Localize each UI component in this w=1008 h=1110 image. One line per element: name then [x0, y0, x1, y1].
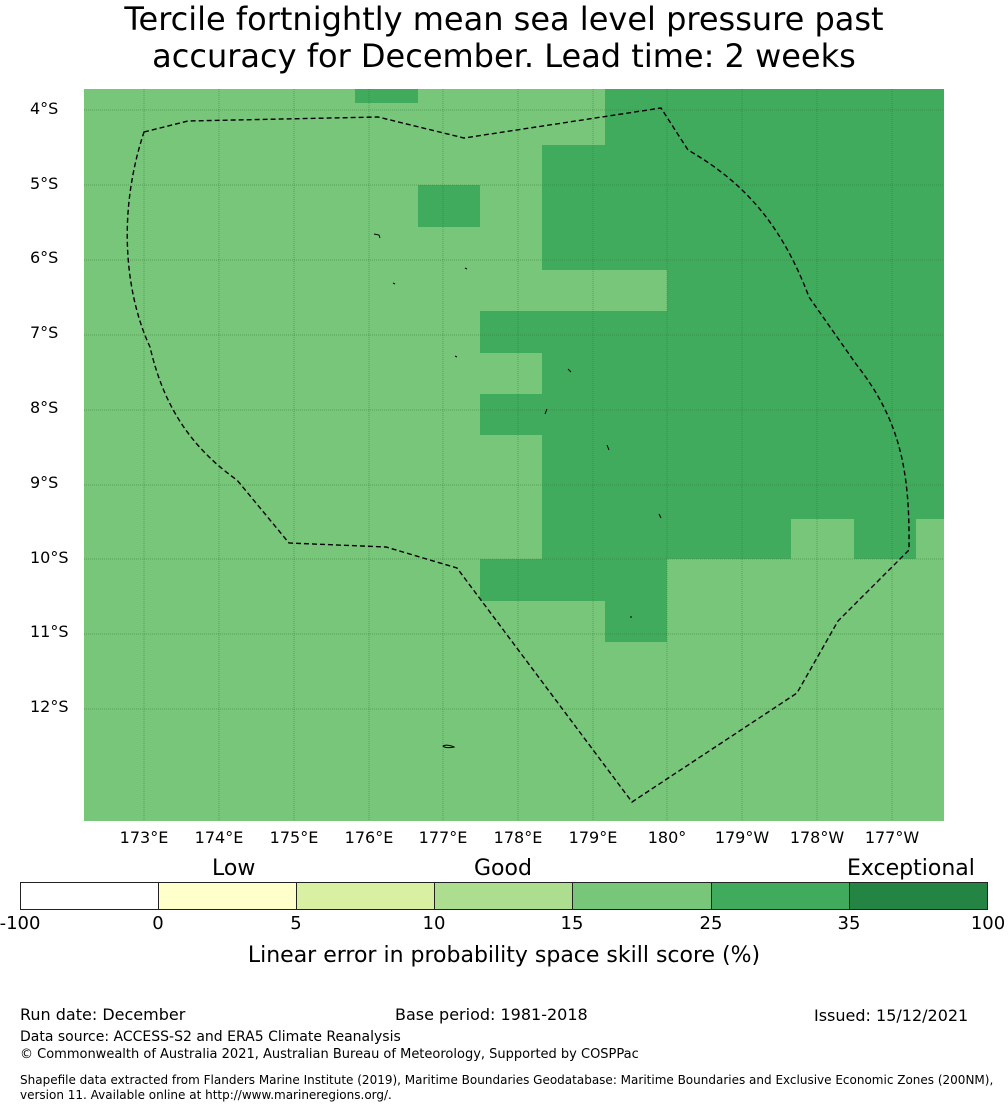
colorbar-segment [711, 882, 850, 910]
category-good: Good [474, 856, 532, 881]
skill-cell [542, 519, 791, 559]
skill-cell [854, 519, 916, 559]
skill-cell [480, 311, 944, 353]
lon-label: 180° [647, 828, 687, 847]
lat-label: 10°S [30, 548, 69, 567]
skill-cell [542, 185, 944, 270]
lon-label: 178°E [493, 828, 543, 847]
skill-score-map [84, 89, 944, 821]
category-low: Low [212, 856, 256, 881]
colorbar-segment [20, 882, 159, 910]
skill-cell [605, 89, 944, 145]
lon-label: 177°W [864, 828, 920, 847]
colorbar-segment [296, 882, 435, 910]
skill-cell [542, 435, 944, 519]
colorbar-tick: 0 [152, 913, 164, 934]
colorbar-tick: 15 [560, 913, 584, 934]
colorbar-label: Linear error in probability space skill … [247, 943, 761, 968]
shapefile-credit-line-2: version 11. Available online at http://w… [20, 1088, 392, 1102]
colorbar-segment [572, 882, 712, 910]
lon-label: 174°E [194, 828, 244, 847]
colorbar-segment [849, 882, 988, 910]
category-exceptional: Exceptional [847, 856, 975, 881]
skill-cell [542, 145, 944, 185]
colorbar-segment [434, 882, 573, 910]
skill-cell [480, 559, 667, 601]
skill-cell [355, 89, 418, 103]
lat-label: 4°S [30, 99, 59, 118]
issued-date: Issued: 15/12/2021 [814, 1006, 969, 1025]
lat-label: 8°S [30, 398, 59, 417]
lon-label: 176°E [344, 828, 394, 847]
islands [373, 233, 662, 749]
lon-label: 177°E [418, 828, 468, 847]
lon-label: 175°E [269, 828, 319, 847]
map-title-line-2: accuracy for December. Lead time: 2 week… [152, 37, 856, 75]
colorbar-tick: 5 [290, 913, 302, 934]
copyright: © Commonwealth of Australia 2021, Austra… [20, 1047, 639, 1062]
colorbar-tick: 10 [422, 913, 446, 934]
lon-label: 179°E [568, 828, 618, 847]
skill-cells [84, 89, 944, 821]
lat-label: 11°S [30, 622, 69, 641]
lat-label: 12°S [30, 697, 69, 716]
colorbar-tick: 100 [970, 913, 1006, 934]
data-source: Data source: ACCESS-S2 and ERA5 Climate … [20, 1029, 401, 1045]
eez-boundary [126, 107, 910, 803]
skill-cell [542, 353, 944, 394]
lat-label: 5°S [30, 174, 59, 193]
skill-cell [667, 270, 944, 311]
base-period: Base period: 1981-2018 [395, 1005, 588, 1024]
colorbar-segment [158, 882, 297, 910]
map-title-line-1: Tercile fortnightly mean sea level press… [124, 0, 884, 38]
skill-cell [418, 185, 480, 227]
lon-label: 178°W [789, 828, 845, 847]
run-date: Run date: December [20, 1005, 186, 1024]
graticule [84, 89, 944, 821]
lat-label: 9°S [30, 473, 59, 492]
colorbar-tick: 25 [699, 913, 723, 934]
colorbar-tick: 35 [837, 913, 861, 934]
lon-label: 173°E [119, 828, 169, 847]
shapefile-credit-line-1: Shapefile data extracted from Flanders M… [20, 1073, 994, 1087]
lat-label: 7°S [30, 323, 59, 342]
lon-label: 179°W [714, 828, 770, 847]
colorbar-tick: -100 [0, 913, 41, 934]
skill-cell [480, 394, 944, 435]
lat-label: 6°S [30, 248, 59, 267]
skill-cell [605, 601, 667, 642]
